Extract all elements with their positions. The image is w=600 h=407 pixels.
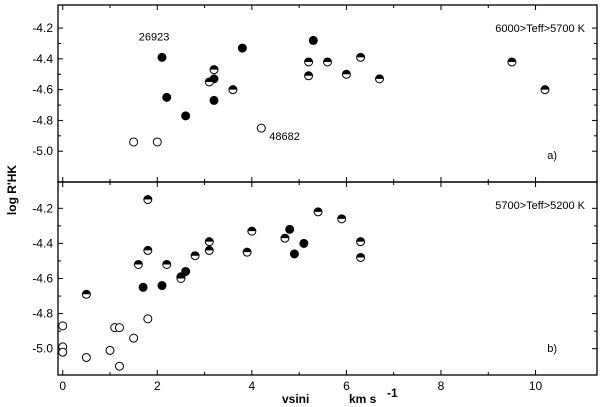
- panel-a-label: a): [547, 150, 557, 162]
- data-point-half: [204, 237, 214, 247]
- y-tick-label: -4.6: [32, 272, 53, 286]
- x-axis-title: vsini: [282, 392, 309, 406]
- data-point-open: [114, 323, 124, 333]
- y-axis-title: log R'HK: [5, 165, 19, 216]
- data-point-half: [341, 69, 351, 79]
- data-point-half: [313, 207, 323, 217]
- data-point-half: [304, 71, 314, 81]
- y-tick-label: -4.4: [32, 236, 53, 250]
- y-tick-label: -4.2: [32, 21, 53, 35]
- x-tick-label: 6: [343, 379, 350, 393]
- x-axis-unit: km s: [349, 392, 377, 406]
- data-point-half: [356, 52, 366, 62]
- point-label-26923: 26923: [139, 31, 170, 43]
- data-point-filled: [162, 92, 172, 102]
- data-point-open: [81, 352, 91, 362]
- data-point-half: [190, 251, 200, 261]
- data-point-open: [105, 345, 115, 355]
- point-label-48682: 48682: [269, 131, 300, 143]
- data-point-filled: [181, 111, 191, 121]
- panel-a-teff-range: 6000>Teff>5700 K: [495, 23, 585, 35]
- data-point-half: [247, 226, 257, 236]
- data-point-half: [356, 252, 366, 262]
- data-point-open: [114, 361, 124, 371]
- data-point-half: [143, 245, 153, 255]
- data-point-half: [242, 247, 252, 257]
- x-tick-label: 8: [438, 379, 445, 393]
- data-point-filled: [138, 282, 148, 292]
- y-tick-label: -5.0: [32, 144, 53, 158]
- data-point-half: [204, 245, 214, 255]
- data-point-half: [228, 85, 238, 95]
- x-axis-unit-exponent: -1: [387, 386, 398, 400]
- data-point-filled: [308, 35, 318, 45]
- data-point-open: [129, 333, 139, 343]
- x-tick-label: 10: [529, 379, 543, 393]
- x-tick-label: 4: [249, 379, 256, 393]
- data-point-filled: [285, 224, 295, 234]
- data-point-half: [176, 274, 186, 283]
- data-point-open: [129, 137, 139, 147]
- data-point-half: [304, 57, 314, 67]
- data-point-filled: [157, 281, 167, 291]
- data-point-half: [133, 259, 143, 269]
- data-point-filled: [237, 43, 247, 53]
- data-point-open: [143, 314, 153, 324]
- data-point-filled: [299, 238, 309, 248]
- data-point-half: [81, 289, 91, 299]
- panel-b-label: b): [547, 343, 557, 355]
- data-point-filled: [209, 95, 219, 105]
- y-tick-label: -4.2: [32, 201, 53, 215]
- data-point-half: [204, 77, 214, 87]
- panel-b-teff-range: 5700>Teff>5200 K: [495, 200, 585, 212]
- data-point-half: [337, 214, 347, 224]
- data-point-half: [507, 57, 517, 67]
- data-point-filled: [181, 266, 191, 276]
- data-point-half: [323, 57, 332, 67]
- y-tick-label: -4.4: [32, 52, 53, 66]
- x-tick-label: 0: [59, 379, 66, 393]
- data-point-filled: [157, 52, 167, 62]
- y-tick-label: -5.0: [32, 342, 53, 356]
- data-point-half: [209, 65, 219, 75]
- data-point-filled: [289, 249, 299, 259]
- y-tick-label: -4.8: [32, 307, 53, 321]
- data-point-open: [152, 137, 162, 147]
- y-tick-label: -4.8: [32, 113, 53, 127]
- data-point-half: [540, 85, 550, 95]
- data-point-half: [375, 74, 385, 84]
- data-point-half: [280, 233, 290, 243]
- y-tick-label: -4.6: [32, 83, 53, 97]
- data-point-half: [143, 195, 153, 205]
- data-point-open: [58, 347, 68, 357]
- x-tick-label: 2: [154, 379, 161, 393]
- data-point-half: [162, 259, 172, 269]
- data-point-open: [256, 123, 266, 133]
- data-point-half: [356, 237, 366, 247]
- data-point-open: [58, 321, 68, 331]
